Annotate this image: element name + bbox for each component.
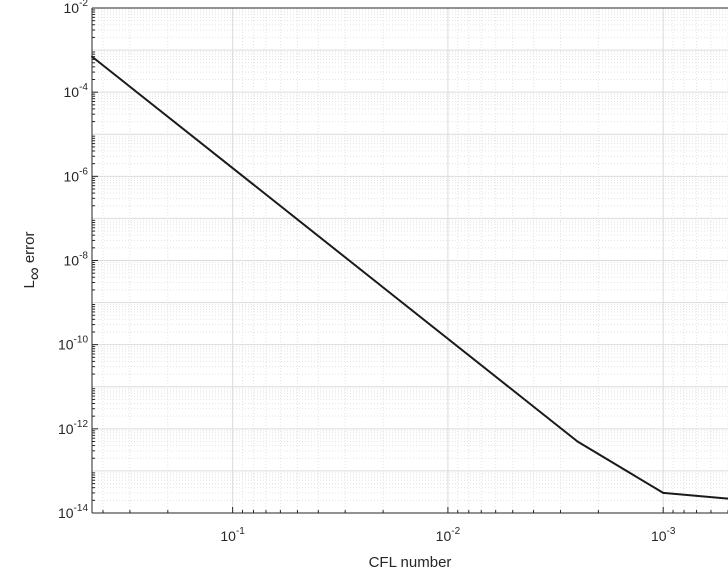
- y-tick-label-base: 10: [58, 421, 74, 437]
- y-tick-label-exponent: -6: [79, 166, 88, 177]
- series-point: [662, 491, 665, 494]
- y-axis-title: L∞ error: [21, 231, 44, 288]
- x-tick-label-base: 10: [436, 528, 452, 544]
- y-axis-title-main: L: [21, 280, 38, 288]
- y-tick-label-base: 10: [58, 505, 74, 521]
- y-tick-label-exponent: -2: [79, 0, 88, 9]
- y-tick-label-base: 10: [58, 337, 74, 353]
- y-tick-label-base: 10: [64, 168, 80, 184]
- y-tick-label-exponent: -14: [74, 503, 89, 514]
- x-tick-label: 10-3: [651, 526, 676, 544]
- ticks-layer: [92, 7, 728, 514]
- y-tick-label: 10-10: [58, 335, 88, 353]
- y-tick-label-base: 10: [64, 253, 80, 269]
- x-tick-label-exponent: -2: [451, 526, 460, 537]
- x-axis-title: CFL number: [369, 554, 452, 571]
- y-axis-title-suffix: error: [21, 231, 38, 267]
- y-tick-label: 10-8: [64, 251, 89, 269]
- y-tick-label: 10-14: [58, 503, 88, 521]
- tick-labels: 10-1 10-2 10-310-210-410-610-810-1010-1210…: [58, 0, 676, 544]
- y-tick-label-base: 10: [64, 84, 80, 100]
- y-tick-label-exponent: -4: [79, 82, 88, 93]
- y-axis-title-subscript: ∞: [24, 267, 44, 280]
- series-point: [576, 440, 579, 443]
- y-tick-label: 10-12: [58, 419, 88, 437]
- y-tick-label: 10-4: [64, 82, 89, 100]
- y-tick-label: 10-6: [64, 166, 89, 184]
- x-tick-label-base: 10: [220, 528, 236, 544]
- x-tick-label-exponent: -3: [667, 526, 676, 537]
- x-tick-label-exponent: -1: [236, 526, 245, 537]
- y-tick-label-exponent: -10: [74, 335, 89, 346]
- y-tick-label-exponent: -8: [79, 251, 88, 262]
- y-tick-label-base: 10: [64, 0, 80, 16]
- series-line-1: [91, 55, 728, 500]
- y-tick-label-exponent: -12: [74, 419, 89, 430]
- x-tick-label: 10-1: [220, 526, 245, 544]
- x-tick-label: 10-2: [436, 526, 461, 544]
- x-tick-label-base: 10: [651, 528, 667, 544]
- y-tick-label: 10-2: [64, 0, 89, 16]
